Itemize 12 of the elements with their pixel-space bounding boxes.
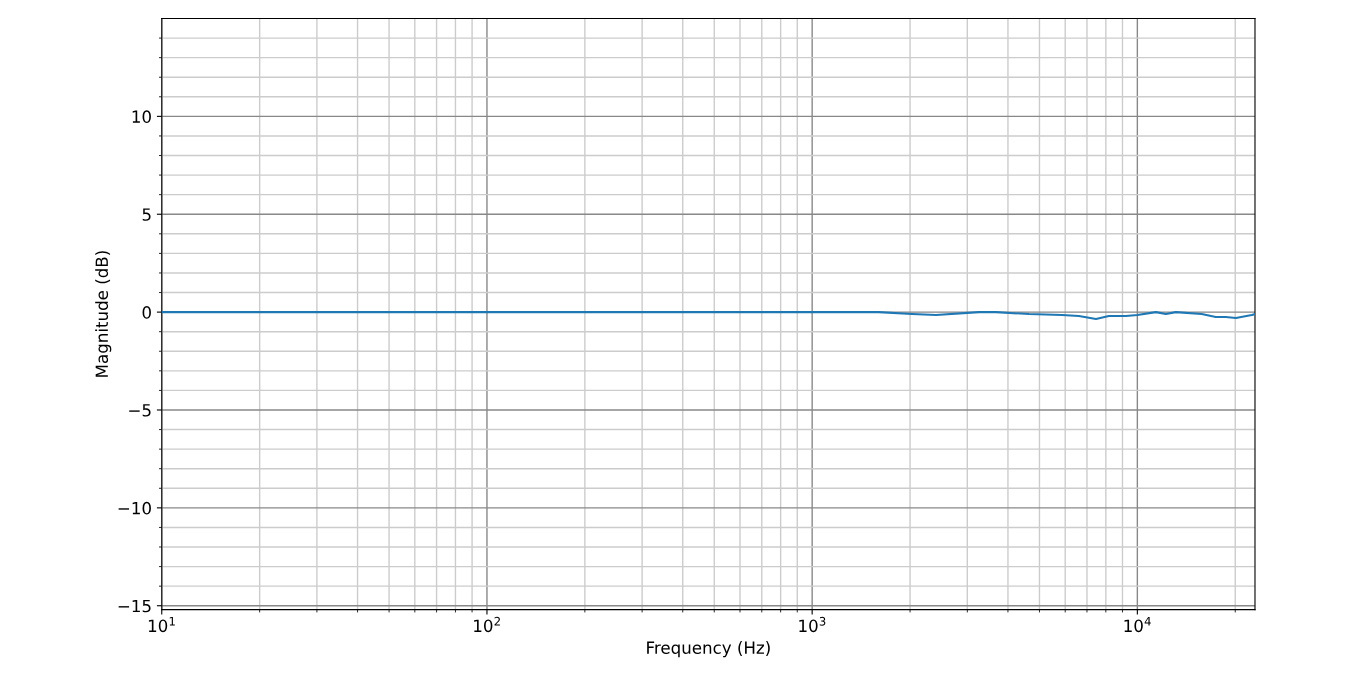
x-tick-label: 10$^{4}$ <box>1124 617 1151 633</box>
y-axis-title: Magnitude (dB) <box>95 251 112 377</box>
x-tick-label: 10$^{2}$ <box>474 616 500 633</box>
x-tick-label: 10$^{3}$ <box>799 616 826 633</box>
y-tick-label: 0 <box>142 306 151 319</box>
y-tick-label: −5 <box>129 404 151 417</box>
y-tick-label: 10 <box>132 110 151 123</box>
y-tick-label: −15 <box>118 599 151 613</box>
x-tick-label: 10$^{1}$ <box>148 617 175 633</box>
x-axis-title: Frequency (Hz) <box>647 641 770 658</box>
y-tick-label: −10 <box>118 501 151 515</box>
y-tick-label: 5 <box>142 208 151 221</box>
